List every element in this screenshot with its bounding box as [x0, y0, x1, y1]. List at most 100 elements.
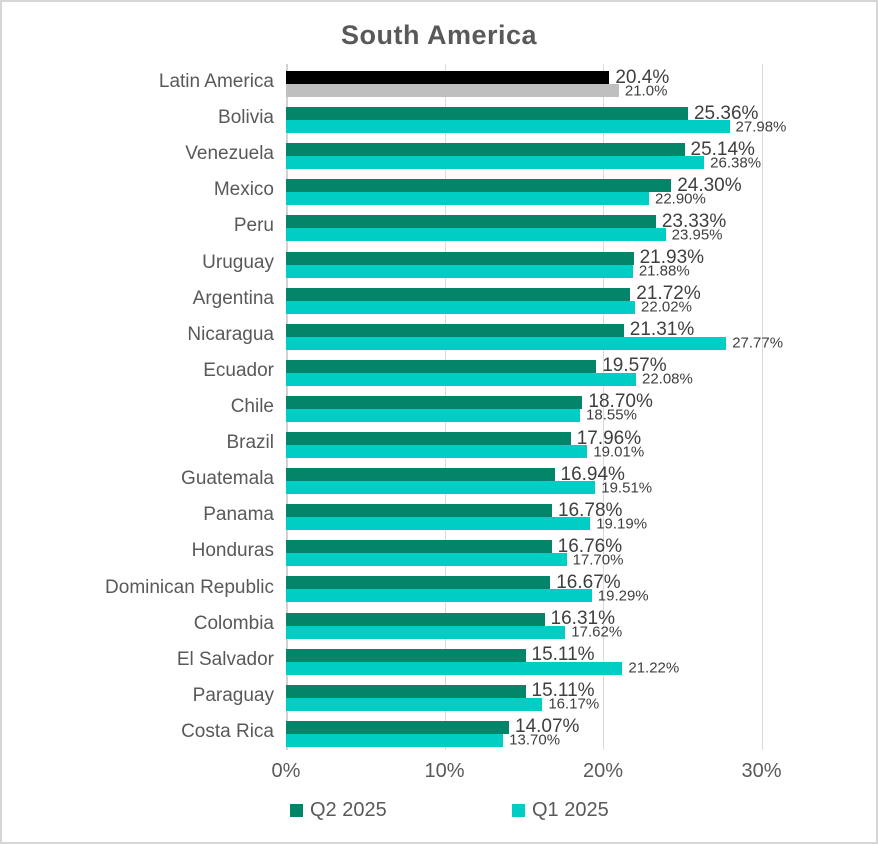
value-label-q1-2025: 27.77% — [732, 334, 784, 352]
value-label-q1-2025: 19.01% — [593, 443, 645, 461]
bar-q2-2025 — [286, 395, 583, 409]
chart-row: Panama 16.78% 19.19% — [2, 497, 876, 533]
bar-q2-2025 — [286, 540, 552, 554]
bar-q1-2025 — [286, 481, 596, 495]
category-label: Peru — [233, 215, 274, 237]
category-label: Dominican Republic — [105, 576, 274, 598]
bar-rows-layer: Latin America 20.4% 21.0% Bolivia 25.36% 27.9… — [2, 64, 876, 750]
value-label-q1-2025: 19.29% — [597, 587, 649, 605]
category-label: El Salvador — [176, 648, 274, 670]
value-label-q2-2025: 16.78% — [557, 499, 623, 521]
category-label: Argentina — [192, 287, 274, 309]
category-label: Costa Rica — [181, 720, 274, 742]
bar-q1-2025 — [286, 372, 636, 386]
value-label-q1-2025: 21.22% — [628, 659, 680, 677]
value-label-q1-2025: 18.55% — [586, 406, 637, 424]
bar-q2-2025 — [286, 71, 610, 84]
category-label: Chile — [230, 395, 274, 417]
bar-q2-2025 — [286, 359, 597, 373]
value-label-q1-2025: 21.0% — [624, 82, 668, 99]
legend-item-q1-2025: Q1 2025 — [512, 799, 609, 822]
chart-row: Uruguay 21.93% 21.88% — [2, 245, 876, 281]
value-label-q1-2025: 13.70% — [509, 731, 561, 749]
gridline-30% — [761, 64, 763, 750]
chart-row: Argentina 21.72% 22.02% — [2, 281, 876, 317]
value-label-q2-2025: 20.4% — [615, 66, 670, 88]
value-label-q2-2025: 18.70% — [588, 391, 653, 413]
bar-q1-2025 — [286, 517, 591, 531]
bar-q1-2025 — [286, 156, 705, 170]
value-label-q2-2025: 21.31% — [629, 319, 695, 341]
value-label-q2-2025: 16.76% — [557, 535, 623, 557]
value-label-q1-2025: 21.88% — [638, 262, 690, 280]
value-label-q2-2025: 14.07% — [515, 716, 580, 738]
value-label-q2-2025: 16.94% — [560, 463, 625, 485]
value-label-q2-2025: 16.67% — [556, 571, 621, 593]
category-label: Mexico — [213, 179, 274, 201]
bar-q1-2025 — [286, 661, 623, 675]
chart-row: Colombia 16.31% 17.62% — [2, 606, 876, 642]
bar-q1-2025 — [286, 120, 730, 134]
legend-item-q2-2025: Q2 2025 — [290, 799, 387, 822]
bar-q2-2025 — [286, 287, 631, 301]
chart-row: Ecuador 19.57% 22.08% — [2, 353, 876, 389]
legend: Q2 2025 Q1 2025 — [2, 799, 876, 827]
value-label-q2-2025: 25.14% — [690, 138, 755, 160]
category-label: Panama — [203, 504, 274, 526]
bar-q1-2025 — [286, 697, 543, 711]
bar-q1-2025 — [286, 228, 666, 242]
value-label-q1-2025: 22.08% — [641, 370, 693, 388]
category-label: Venezuela — [185, 143, 274, 165]
value-label-q1-2025: 22.90% — [654, 190, 706, 208]
value-label-q1-2025: 23.95% — [671, 226, 723, 244]
value-label-q1-2025: 22.02% — [641, 298, 692, 316]
value-label-q1-2025: 17.70% — [572, 551, 624, 569]
bar-q2-2025 — [286, 684, 526, 698]
category-label: Honduras — [191, 540, 274, 562]
category-label: Colombia — [193, 612, 274, 634]
bar-q2-2025 — [286, 468, 555, 482]
bar-q2-2025 — [286, 432, 571, 446]
chart-row: El Salvador 15.11% 21.22% — [2, 642, 876, 678]
bar-q2-2025 — [286, 576, 551, 590]
bar-q2-2025 — [286, 648, 526, 662]
chart-row: Dominican Republic 16.67% 19.29% — [2, 569, 876, 605]
bar-q2-2025 — [286, 323, 624, 337]
category-label: Ecuador — [203, 359, 274, 381]
gridline-20% — [603, 64, 605, 750]
bar-q1-2025 — [286, 733, 504, 747]
value-label-q1-2025: 16.17% — [548, 695, 600, 713]
chart-row: Nicaragua 21.31% 27.77% — [2, 317, 876, 353]
bar-q1-2025 — [286, 589, 592, 603]
category-label: Brazil — [226, 432, 274, 454]
bar-q1-2025 — [286, 192, 649, 206]
chart-row: Honduras 16.76% 17.70% — [2, 533, 876, 569]
value-label-q2-2025: 24.30% — [677, 174, 742, 196]
category-label: Guatemala — [181, 468, 274, 490]
bar-q1-2025 — [286, 625, 566, 639]
legend-swatch-icon — [512, 804, 525, 817]
legend-label: Q2 2025 — [310, 799, 387, 821]
x-tick-label: 0% — [271, 760, 301, 782]
value-label-q2-2025: 21.72% — [636, 283, 701, 305]
bar-q1-2025 — [286, 300, 636, 314]
bar-q1-2025 — [286, 553, 567, 567]
chart-row: Mexico 24.30% 22.90% — [2, 172, 876, 208]
category-label: Bolivia — [218, 107, 274, 129]
value-label-q2-2025: 15.11% — [531, 644, 595, 666]
value-label-q1-2025: 19.19% — [596, 515, 648, 533]
bar-q2-2025 — [286, 720, 510, 734]
value-label-q2-2025: 23.33% — [661, 210, 727, 232]
bar-q1-2025 — [286, 336, 727, 350]
chart-row: Chile 18.70% 18.55% — [2, 389, 876, 425]
chart-row: Brazil 17.96% 19.01% — [2, 425, 876, 461]
value-label-q2-2025: 25.36% — [693, 102, 759, 124]
x-axis: 0% 10% 20% 30% — [2, 760, 876, 790]
category-label: Paraguay — [192, 684, 274, 706]
value-label-q2-2025: 16.31% — [550, 608, 615, 630]
bar-q2-2025 — [286, 215, 656, 229]
x-tick-label: 30% — [741, 760, 782, 782]
value-label-q1-2025: 26.38% — [710, 154, 762, 172]
bar-q2-2025 — [286, 107, 688, 121]
bar-q1-2025 — [286, 445, 588, 459]
